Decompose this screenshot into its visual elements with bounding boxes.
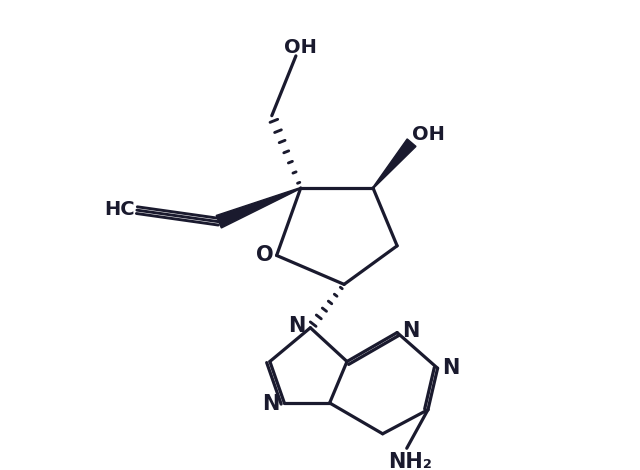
Text: N: N <box>288 316 305 336</box>
Text: OH: OH <box>413 125 445 144</box>
Text: O: O <box>256 245 274 266</box>
Text: N: N <box>262 394 280 414</box>
Polygon shape <box>216 188 301 228</box>
Text: N: N <box>402 321 419 341</box>
Text: NH₂: NH₂ <box>388 452 431 470</box>
Polygon shape <box>372 139 416 188</box>
Text: OH: OH <box>284 38 317 57</box>
Text: N: N <box>442 358 460 378</box>
Text: HC: HC <box>104 200 135 219</box>
